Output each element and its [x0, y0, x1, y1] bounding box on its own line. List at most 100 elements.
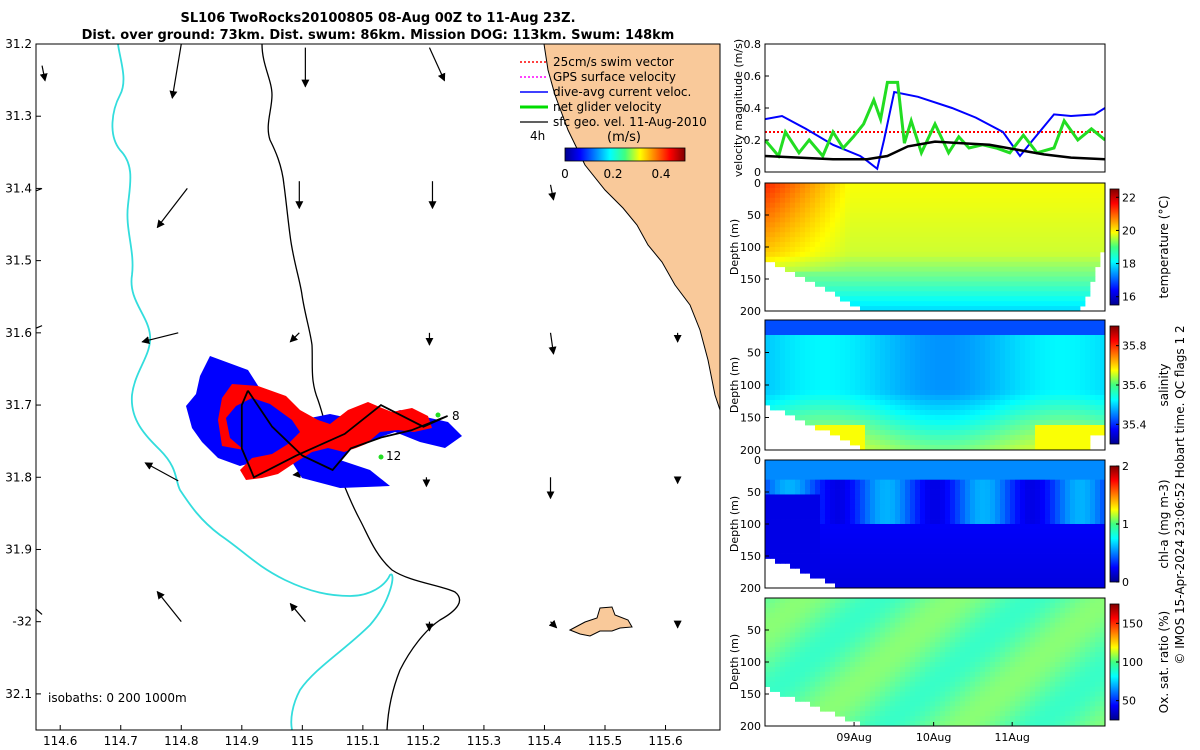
section-cell	[835, 237, 841, 243]
section-cell	[915, 320, 921, 326]
section-cell	[1000, 479, 1006, 486]
section-cell	[920, 548, 926, 554]
section-cell	[970, 385, 976, 391]
section-cell	[895, 217, 901, 223]
section-cell	[1020, 251, 1026, 258]
section-cell	[820, 519, 826, 525]
section-cell	[910, 563, 916, 569]
section-cell	[865, 573, 871, 579]
section-cell	[865, 479, 871, 486]
section-cell	[1060, 440, 1066, 446]
section-cell	[980, 261, 986, 268]
section-cell	[1050, 425, 1056, 431]
section-cell	[1005, 504, 1011, 510]
section-cell	[880, 345, 886, 351]
section-cell	[805, 261, 811, 268]
section-cell	[790, 183, 796, 189]
section-cell	[1000, 528, 1006, 535]
section-cell	[915, 301, 921, 307]
section-cell	[840, 330, 846, 336]
section-cell	[1025, 345, 1031, 351]
section-cell	[775, 370, 781, 376]
section-cell	[1010, 207, 1016, 213]
section-cell	[1075, 325, 1081, 331]
section-cell	[910, 410, 916, 416]
section-cell	[835, 350, 841, 356]
section-cell	[1010, 509, 1016, 515]
section-cell	[1025, 266, 1031, 273]
section-cell	[870, 227, 876, 233]
section-cell	[905, 425, 911, 431]
section-cell	[990, 345, 996, 351]
section-cell	[860, 217, 866, 223]
section-cell	[880, 484, 886, 490]
section-cell	[880, 538, 886, 545]
section-cell	[940, 335, 946, 341]
section-cell	[975, 222, 981, 228]
section-cell	[820, 484, 826, 490]
section-cell	[1070, 227, 1076, 233]
section-cell	[845, 543, 851, 550]
section-cell	[940, 435, 946, 441]
section-cell	[905, 464, 911, 471]
section-cell	[800, 227, 806, 233]
section-cell	[1015, 509, 1021, 515]
section-cell	[930, 355, 936, 361]
section-cell	[805, 375, 811, 381]
section-cell	[775, 232, 781, 238]
section-cell	[855, 360, 861, 366]
section-cell	[925, 578, 931, 584]
section-cell	[1005, 563, 1011, 569]
section-cell	[810, 227, 816, 233]
section-cell	[885, 360, 891, 366]
section-cell	[890, 484, 896, 490]
section-cell	[930, 568, 936, 574]
section-cell	[1085, 340, 1091, 346]
section-cell	[825, 237, 831, 243]
section-cell	[935, 375, 941, 381]
section-cell	[840, 410, 846, 416]
section-cell	[885, 395, 891, 401]
section-cell	[1035, 474, 1041, 481]
section-cell	[835, 395, 841, 401]
section-cell	[870, 261, 876, 268]
section-cell	[1050, 499, 1056, 505]
section-cell	[960, 232, 966, 238]
section-cell	[985, 355, 991, 361]
section-cell	[815, 494, 821, 500]
section-cell	[955, 261, 961, 268]
section-cell	[1090, 355, 1096, 361]
section-cell	[800, 504, 806, 510]
section-cell	[1020, 460, 1026, 466]
section-cell	[1045, 345, 1051, 351]
section-cell	[1015, 504, 1021, 510]
section-cell	[995, 430, 1001, 436]
section-cell	[1050, 360, 1056, 366]
section-cell	[1000, 365, 1006, 371]
section-cell	[860, 261, 866, 268]
section-cell	[815, 390, 821, 396]
section-cell	[865, 227, 871, 233]
section-cell	[1065, 514, 1071, 520]
section-cell	[965, 558, 971, 564]
section-cell	[850, 276, 856, 282]
section-cell	[830, 207, 836, 213]
section-cell	[885, 325, 891, 331]
section-cell	[775, 514, 781, 520]
section-cell	[820, 256, 826, 263]
section-cell	[770, 340, 776, 346]
section-cell	[995, 435, 1001, 441]
section-cell	[795, 464, 801, 471]
section-cell	[825, 573, 831, 579]
section-cell	[830, 524, 836, 530]
section-cell	[1040, 296, 1046, 302]
section-cell	[1070, 325, 1076, 331]
section-cell	[990, 256, 996, 263]
section-cell	[840, 261, 846, 268]
section-cell	[905, 370, 911, 376]
section-cell	[1025, 514, 1031, 520]
section-cell	[920, 247, 926, 253]
section-cell	[895, 276, 901, 282]
section-cell	[845, 266, 851, 273]
section-cell	[850, 192, 856, 199]
